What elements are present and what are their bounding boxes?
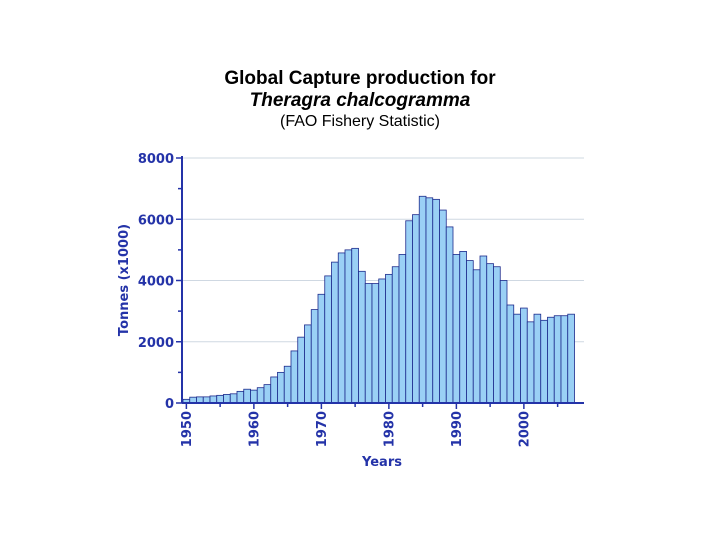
chart-title-species: Theragra chalcogramma: [249, 90, 471, 111]
bar-1975: [351, 247, 359, 404]
bar-1984: [412, 214, 420, 404]
chart-subtitle: (FAO Fishery Statistic): [279, 113, 441, 130]
x-axis-label: Years: [361, 455, 402, 470]
bar-2000: [520, 307, 528, 404]
bar-1966: [290, 350, 299, 404]
x-tick-label-1950: 1950: [180, 411, 195, 447]
bar-1968: [304, 324, 312, 404]
bar-1985: [418, 195, 427, 404]
bar-1958: [236, 390, 245, 404]
bar-1977: [364, 283, 373, 404]
bar-1991: [459, 251, 467, 404]
x-tick-label-1980: 1980: [382, 411, 397, 447]
bar-1974: [344, 249, 353, 404]
bar-1961: [256, 387, 265, 404]
bar-1969: [310, 309, 319, 404]
y-tick-label-0: 0: [165, 397, 174, 412]
bar-1999: [513, 313, 521, 404]
bar-1990: [452, 254, 461, 404]
bar-2006: [560, 315, 569, 404]
bar-1979: [378, 278, 386, 404]
bar-1972: [331, 261, 339, 404]
bar-2002: [533, 313, 542, 404]
bar-1981: [391, 266, 400, 404]
bar-1971: [324, 275, 332, 404]
bar-1996: [493, 266, 501, 404]
bar-1995: [486, 263, 494, 404]
y-tick-label-2000: 2000: [138, 336, 174, 351]
bar-1970: [317, 293, 326, 404]
bar-1992: [466, 260, 474, 404]
bar-1982: [398, 254, 407, 404]
bar-2004: [547, 316, 555, 404]
bar-2005: [553, 315, 562, 404]
bar-2007: [567, 313, 575, 404]
bar-1980: [385, 273, 393, 404]
bar-1960: [250, 389, 258, 404]
bar-1955: [216, 394, 224, 404]
bar-1988: [439, 209, 447, 404]
bar-1983: [405, 220, 413, 404]
bar-1989: [445, 226, 454, 404]
bar-1954: [209, 395, 218, 404]
x-tick-label-1990: 1990: [450, 411, 465, 447]
bar-1997: [499, 280, 508, 404]
bar-1998: [506, 304, 515, 404]
y-tick-label-4000: 4000: [138, 275, 174, 290]
bar-1994: [479, 255, 488, 404]
bar-1964: [277, 371, 285, 404]
bar-1956: [223, 394, 231, 404]
x-tick-label-1970: 1970: [315, 411, 330, 447]
bar-1976: [358, 270, 366, 404]
y-tick-label-6000: 6000: [138, 213, 174, 228]
y-tick-label-8000: 8000: [138, 152, 174, 167]
x-tick-label-1960: 1960: [247, 411, 262, 447]
bar-1986: [425, 197, 434, 404]
bar-1978: [371, 283, 380, 404]
bar-1957: [229, 393, 238, 404]
chart-title: Global Capture production for: [224, 68, 496, 89]
bar-2003: [540, 319, 548, 404]
chart-title-block: Global Capture production for Theragra c…: [0, 68, 720, 132]
axes: [176, 156, 584, 409]
bar-2001: [526, 321, 535, 404]
bar-1987: [432, 198, 440, 404]
bars: [182, 195, 575, 404]
tick-labels: 0 2000 4000 6000 8000 1950 1960 1970 1980 1990 200…: [138, 152, 533, 447]
x-tick-label-2000: 2000: [517, 411, 532, 447]
bar-1963: [270, 376, 278, 404]
bar-1993: [472, 269, 481, 404]
bar-1973: [337, 252, 346, 404]
bar-1965: [283, 365, 292, 404]
y-axis-label: Tonnes (x1000): [117, 224, 132, 336]
bar-1967: [297, 336, 305, 404]
bar-1962: [263, 384, 272, 404]
bar-1959: [243, 388, 251, 404]
